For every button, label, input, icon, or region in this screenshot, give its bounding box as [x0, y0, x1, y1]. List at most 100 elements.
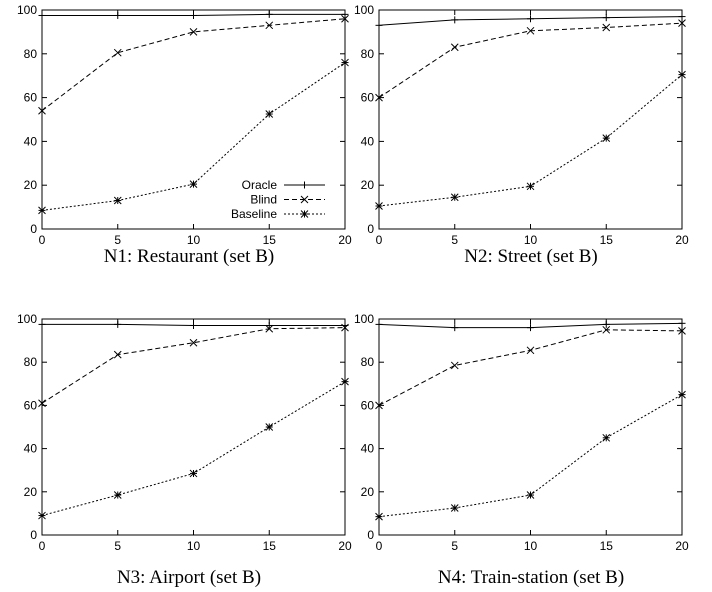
data-point-oracle — [38, 11, 46, 19]
data-point-blind — [38, 399, 46, 408]
data-point-blind — [38, 106, 46, 115]
data-point-oracle — [678, 13, 686, 21]
y-tick-label: 0 — [30, 528, 37, 542]
data-point-blind — [113, 350, 122, 359]
x-tick-label: 10 — [524, 539, 538, 553]
x-tick-label: 15 — [263, 539, 277, 553]
data-point-baseline — [113, 491, 122, 499]
plot-frame — [41, 318, 346, 536]
y-tick-label: 40 — [361, 134, 375, 148]
data-point-oracle — [602, 320, 610, 328]
y-tick-label: 60 — [24, 398, 38, 412]
x-tick-label: 5 — [114, 233, 121, 247]
data-point-baseline — [450, 504, 459, 512]
data-point-baseline — [189, 469, 198, 478]
data-point-blind — [450, 361, 459, 370]
x-tick-label: 20 — [338, 539, 352, 553]
x-tick-label: 15 — [263, 233, 277, 247]
y-tick-label: 20 — [361, 485, 375, 499]
y-tick-label: 80 — [24, 47, 38, 61]
data-point-baseline — [602, 433, 611, 442]
x-tick-label: 20 — [675, 233, 689, 247]
x-tick-label: 0 — [376, 539, 383, 553]
y-tick-label: 100 — [354, 3, 374, 17]
x-tick-label: 5 — [451, 539, 458, 553]
data-point-baseline — [602, 134, 611, 142]
data-point-oracle — [451, 324, 459, 332]
legend-marker-oracle — [301, 181, 308, 189]
x-tick-label: 5 — [114, 539, 121, 553]
x-tick-label: 20 — [338, 233, 352, 247]
plot-frame — [378, 318, 683, 536]
data-point-blind — [113, 48, 122, 57]
data-point-blind — [341, 14, 349, 23]
panel-caption: N3: Airport (set B) — [117, 567, 261, 588]
series-line-baseline — [41, 62, 346, 211]
chart-panel-3: 0 5 10 15 20 0 20 40 60 80 100 N3: Airport (set B) — [17, 312, 352, 588]
x-tick-label: 0 — [39, 233, 46, 247]
legend-marker-blind — [300, 195, 309, 204]
data-point-baseline — [526, 182, 535, 191]
series-line-blind — [378, 329, 683, 406]
plot-frame — [378, 9, 683, 230]
data-point-baseline — [678, 70, 686, 79]
y-tick-label: 80 — [361, 47, 375, 61]
data-point-baseline — [375, 202, 383, 210]
data-point-baseline — [450, 193, 459, 202]
x-tick-label: 0 — [376, 233, 383, 247]
data-point-baseline — [113, 196, 122, 205]
data-point-baseline — [265, 110, 274, 118]
chart-panel-2: 0 5 10 15 20 0 20 40 60 80 100 N2: Street (set B) — [354, 3, 689, 267]
y-tick-label: 40 — [24, 442, 38, 456]
data-point-blind — [265, 21, 274, 30]
panel-caption: N1: Restaurant (set B) — [104, 246, 274, 267]
y-tick-label: 80 — [24, 355, 38, 369]
data-point-oracle — [678, 319, 686, 327]
data-point-oracle — [190, 321, 197, 329]
data-point-blind — [602, 23, 611, 32]
x-tick-label: 10 — [524, 233, 538, 247]
data-point-blind — [526, 26, 535, 35]
x-tick-label: 15 — [600, 233, 614, 247]
x-tick-label: 10 — [187, 539, 201, 553]
data-point-oracle — [527, 15, 534, 23]
data-point-oracle — [375, 21, 383, 29]
chart-panel-4: 0 5 10 15 20 0 20 40 60 80 100 N4: Train-station (s… — [354, 312, 689, 588]
x-tick-label: 15 — [600, 539, 614, 553]
y-tick-label: 40 — [24, 134, 38, 148]
data-point-baseline — [38, 206, 46, 215]
legend-label: Blind — [250, 193, 277, 207]
y-tick-label: 100 — [17, 312, 37, 326]
series-line-baseline — [41, 381, 346, 517]
data-point-blind — [265, 324, 274, 333]
data-point-oracle — [114, 11, 122, 19]
x-tick-label: 5 — [451, 233, 458, 247]
data-point-blind — [189, 338, 198, 347]
y-tick-label: 60 — [24, 91, 38, 105]
panel-caption: N4: Train-station (set B) — [438, 567, 624, 588]
series-line-blind — [378, 22, 683, 99]
series-line-blind — [41, 327, 346, 404]
data-point-oracle — [265, 10, 273, 18]
y-tick-label: 20 — [361, 178, 375, 192]
legend-label: Baseline — [231, 207, 277, 221]
data-point-blind — [602, 325, 611, 334]
y-tick-label: 20 — [24, 178, 38, 192]
x-tick-label: 20 — [675, 539, 689, 553]
y-tick-label: 60 — [361, 398, 375, 412]
legend-marker-baseline — [300, 210, 309, 218]
series-line-blind — [41, 18, 346, 112]
x-tick-label: 10 — [187, 233, 201, 247]
data-point-blind — [678, 19, 686, 27]
y-tick-label: 40 — [361, 442, 375, 456]
data-point-baseline — [341, 58, 349, 67]
data-point-oracle — [602, 14, 610, 22]
data-point-blind — [189, 28, 198, 36]
data-point-baseline — [526, 491, 535, 499]
x-tick-label: 0 — [39, 539, 46, 553]
data-point-oracle — [114, 320, 122, 328]
legend-label: Oracle — [242, 178, 278, 192]
data-point-blind — [526, 346, 535, 355]
plot-frame — [41, 9, 346, 230]
